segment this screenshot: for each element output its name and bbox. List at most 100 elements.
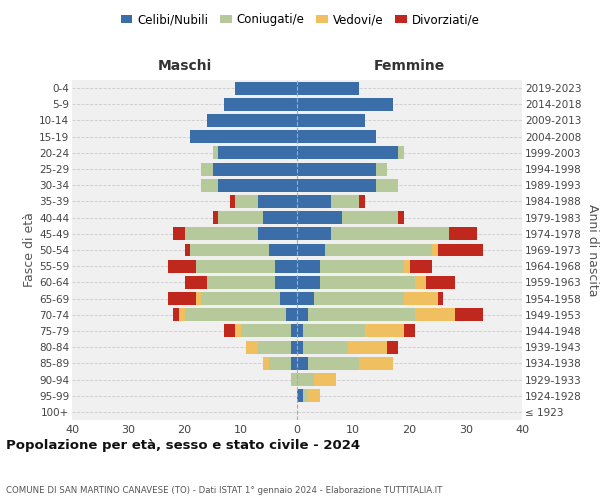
Bar [331, 195, 359, 208]
Bar [365, 324, 404, 338]
Bar [427, 276, 455, 289]
Bar [218, 211, 263, 224]
Bar [297, 162, 376, 175]
Bar [235, 324, 241, 338]
Legend: Celibi/Nubili, Coniugati/e, Vedovi/e, Divorziati/e: Celibi/Nubili, Coniugati/e, Vedovi/e, Di… [116, 8, 484, 31]
Bar [302, 324, 365, 338]
Bar [314, 373, 337, 386]
Bar [297, 244, 325, 256]
Bar [247, 340, 257, 353]
Bar [269, 357, 292, 370]
Bar [207, 276, 275, 289]
Bar [437, 244, 482, 256]
Bar [212, 146, 218, 160]
Bar [212, 162, 297, 175]
Bar [257, 340, 292, 353]
Bar [297, 292, 314, 305]
Bar [185, 276, 207, 289]
Bar [297, 276, 320, 289]
Bar [449, 228, 477, 240]
Bar [404, 260, 409, 272]
Text: Popolazione per età, sesso e stato civile - 2024: Popolazione per età, sesso e stato civil… [6, 440, 360, 452]
Bar [297, 228, 331, 240]
Bar [292, 324, 297, 338]
Bar [297, 324, 302, 338]
Y-axis label: Anni di nascita: Anni di nascita [586, 204, 599, 296]
Bar [325, 244, 432, 256]
Bar [218, 146, 297, 160]
Bar [185, 244, 190, 256]
Bar [297, 308, 308, 321]
Text: Femmine: Femmine [374, 59, 445, 73]
Bar [415, 308, 455, 321]
Bar [190, 244, 269, 256]
Bar [286, 308, 297, 321]
Bar [196, 292, 202, 305]
Bar [275, 276, 297, 289]
Bar [190, 130, 297, 143]
Bar [404, 324, 415, 338]
Bar [302, 389, 308, 402]
Bar [359, 357, 392, 370]
Text: COMUNE DI SAN MARTINO CANAVESE (TO) - Dati ISTAT 1° gennaio 2024 - Elaborazione : COMUNE DI SAN MARTINO CANAVESE (TO) - Da… [6, 486, 442, 495]
Bar [275, 260, 297, 272]
Bar [432, 244, 437, 256]
Bar [297, 357, 308, 370]
Bar [218, 179, 297, 192]
Bar [263, 357, 269, 370]
Bar [173, 308, 179, 321]
Bar [297, 195, 331, 208]
Bar [308, 308, 415, 321]
Bar [320, 260, 404, 272]
Bar [415, 276, 427, 289]
Bar [320, 276, 415, 289]
Bar [308, 389, 320, 402]
Bar [297, 114, 365, 127]
Bar [212, 211, 218, 224]
Bar [297, 373, 314, 386]
Bar [269, 244, 297, 256]
Y-axis label: Fasce di età: Fasce di età [23, 212, 36, 288]
Bar [263, 211, 297, 224]
Bar [196, 260, 275, 272]
Bar [292, 357, 297, 370]
Bar [455, 308, 482, 321]
Bar [235, 82, 297, 94]
Bar [387, 340, 398, 353]
Bar [167, 260, 196, 272]
Bar [224, 98, 297, 111]
Bar [292, 373, 297, 386]
Bar [229, 195, 235, 208]
Bar [280, 292, 297, 305]
Bar [257, 195, 297, 208]
Bar [347, 340, 387, 353]
Bar [297, 260, 320, 272]
Bar [297, 98, 392, 111]
Bar [185, 228, 257, 240]
Bar [202, 292, 280, 305]
Bar [241, 324, 292, 338]
Bar [297, 130, 376, 143]
Bar [257, 228, 297, 240]
Bar [297, 389, 302, 402]
Bar [376, 179, 398, 192]
Bar [179, 308, 185, 321]
Bar [398, 211, 404, 224]
Bar [376, 162, 387, 175]
Bar [292, 340, 297, 353]
Bar [437, 292, 443, 305]
Bar [409, 260, 432, 272]
Text: Maschi: Maschi [157, 59, 212, 73]
Bar [173, 228, 185, 240]
Bar [331, 228, 449, 240]
Bar [297, 82, 359, 94]
Bar [398, 146, 404, 160]
Bar [302, 340, 347, 353]
Bar [202, 162, 212, 175]
Bar [297, 211, 342, 224]
Bar [342, 211, 398, 224]
Bar [314, 292, 404, 305]
Bar [202, 179, 218, 192]
Bar [224, 324, 235, 338]
Bar [185, 308, 286, 321]
